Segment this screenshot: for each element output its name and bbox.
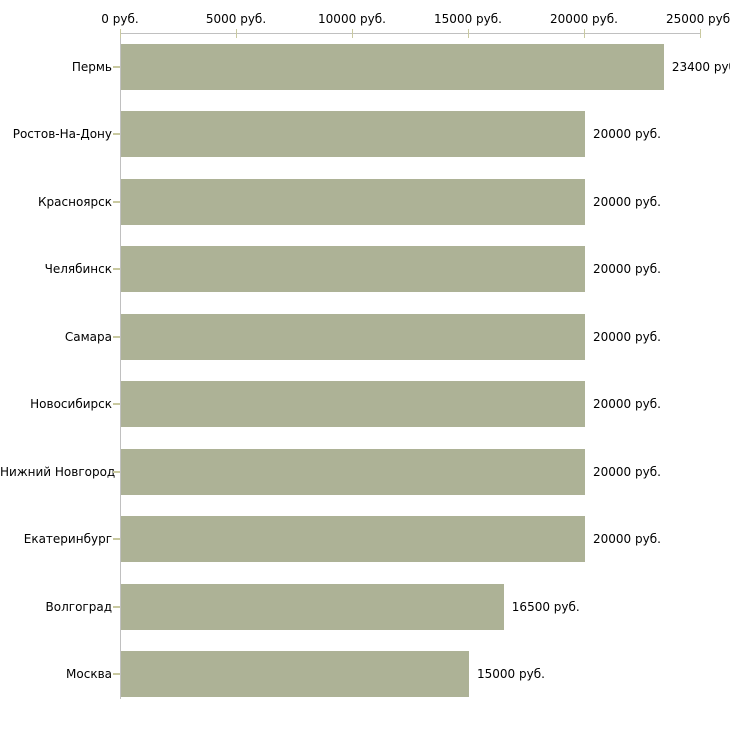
x-axis-tick-label: 15000 руб. bbox=[434, 12, 502, 26]
category-tick-mark bbox=[113, 605, 120, 608]
bar-row: Пермь 23400 руб. bbox=[0, 33, 730, 101]
category-label: Челябинск bbox=[44, 262, 112, 277]
x-axis-tick bbox=[468, 29, 469, 38]
category-tick-mark bbox=[113, 470, 120, 473]
category-tick-mark bbox=[113, 65, 120, 68]
bar bbox=[121, 381, 585, 428]
bar bbox=[121, 178, 585, 225]
x-axis-tick-label: 20000 руб. bbox=[550, 12, 618, 26]
bar bbox=[121, 448, 585, 495]
category-label: Волгоград bbox=[45, 599, 112, 614]
bar bbox=[121, 583, 504, 630]
value-label: 16500 руб. bbox=[511, 599, 580, 614]
x-axis-tick-label: 0 руб. bbox=[101, 12, 139, 26]
value-label: 20000 руб. bbox=[593, 127, 661, 142]
category-label: Нижний Новгород bbox=[0, 464, 116, 479]
bar bbox=[121, 516, 585, 563]
value-label: 20000 руб. bbox=[593, 329, 661, 344]
value-label: 20000 руб. bbox=[593, 397, 661, 412]
x-axis-tick bbox=[236, 29, 237, 38]
category-label: Красноярск bbox=[38, 194, 112, 209]
bar-row: Самара 20000 руб. bbox=[0, 303, 730, 371]
value-label: 20000 руб. bbox=[593, 464, 661, 479]
bar bbox=[121, 313, 585, 360]
bar-row: Екатеринбург 20000 руб. bbox=[0, 506, 730, 574]
bar bbox=[121, 43, 664, 90]
bar-row: Челябинск 20000 руб. bbox=[0, 236, 730, 304]
category-tick-mark bbox=[113, 200, 120, 203]
y-axis-line bbox=[120, 33, 121, 699]
x-axis-tick-label: 5000 руб. bbox=[205, 12, 267, 26]
value-label: 20000 руб. bbox=[593, 262, 661, 277]
bar bbox=[121, 651, 469, 698]
category-label: Ростов-На-Дону bbox=[12, 127, 112, 142]
bar-row: Красноярск 20000 руб. bbox=[0, 168, 730, 236]
category-label: Пермь bbox=[71, 59, 112, 74]
value-label: 15000 руб. bbox=[477, 667, 545, 682]
category-tick-mark bbox=[113, 133, 120, 136]
value-label: 20000 руб. bbox=[593, 194, 661, 209]
bar-row: Москва 15000 руб. bbox=[0, 641, 730, 709]
x-axis-line bbox=[120, 33, 701, 34]
category-tick-mark bbox=[113, 403, 120, 406]
x-axis-tick bbox=[584, 29, 585, 38]
value-label: 20000 руб. bbox=[593, 532, 661, 547]
category-label: Самара bbox=[64, 329, 112, 344]
category-tick-mark bbox=[113, 335, 120, 338]
category-tick-mark bbox=[113, 673, 120, 676]
category-label: Екатеринбург bbox=[23, 532, 112, 547]
x-axis-tick bbox=[352, 29, 353, 38]
x-axis-tick-label: 25000 руб. bbox=[666, 12, 730, 26]
x-axis-tick bbox=[700, 29, 701, 38]
bar bbox=[121, 111, 585, 158]
category-tick-mark bbox=[113, 268, 120, 271]
category-label: Москва bbox=[66, 667, 112, 682]
category-tick-mark bbox=[113, 538, 120, 541]
bar-row: Новосибирск 20000 руб. bbox=[0, 371, 730, 439]
x-axis-tick bbox=[120, 29, 121, 38]
bar-row: Нижний Новгород 20000 руб. bbox=[0, 438, 730, 506]
bar bbox=[121, 246, 585, 293]
bar-row: Ростов-На-Дону 20000 руб. bbox=[0, 101, 730, 169]
value-label: 23400 руб. bbox=[671, 59, 730, 74]
bar-row: Волгоград 16500 руб. bbox=[0, 573, 730, 641]
x-axis-tick-label: 10000 руб. bbox=[318, 12, 386, 26]
category-label: Новосибирск bbox=[30, 397, 112, 412]
